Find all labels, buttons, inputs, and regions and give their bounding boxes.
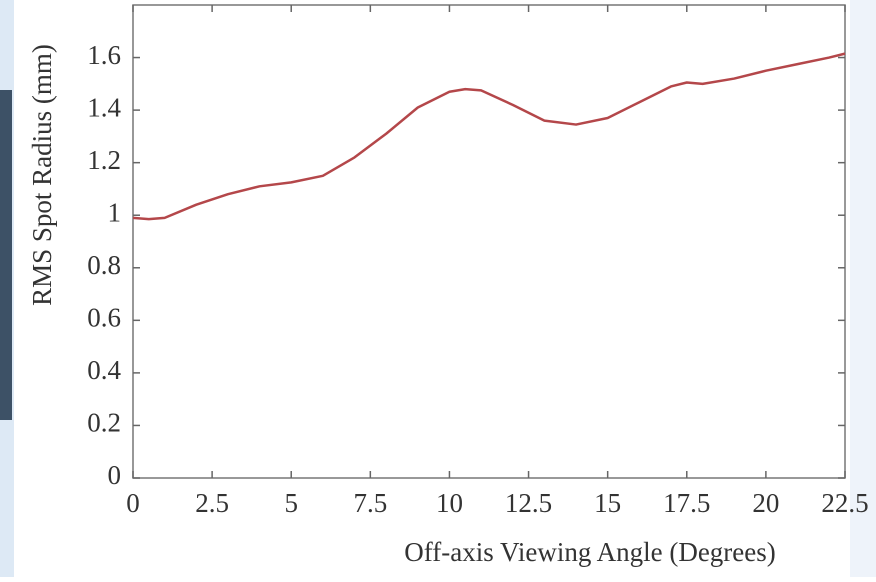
background-image <box>0 90 12 420</box>
y-tick-label: 1.2 <box>87 145 121 175</box>
background-strip <box>850 0 876 577</box>
x-tick-label: 0 <box>126 488 140 518</box>
data-line <box>132 52 846 221</box>
y-axis-label: RMS Spot Radius (mm) <box>27 44 57 306</box>
x-tick-label: 20 <box>752 488 779 518</box>
y-tick-label: 1.4 <box>87 92 121 122</box>
x-tick-label: 22.5 <box>821 488 868 518</box>
x-axis-label: Off-axis Viewing Angle (Degrees) <box>404 537 776 567</box>
y-tick-label: 0.6 <box>87 303 121 333</box>
x-tick-label: 15 <box>594 488 621 518</box>
x-tick-label: 2.5 <box>195 488 229 518</box>
y-tick-label: 1.6 <box>87 40 121 70</box>
x-tick-label: 17.5 <box>663 488 710 518</box>
y-tick-label: 0.2 <box>87 408 121 438</box>
x-tick-label: 10 <box>436 488 463 518</box>
x-tick-label: 7.5 <box>353 488 387 518</box>
x-tick-label: 5 <box>284 488 298 518</box>
y-tick-label: 0.8 <box>87 250 121 280</box>
plot-frame <box>132 4 846 479</box>
y-tick-label: 1 <box>108 197 122 227</box>
y-tick-label: 0.4 <box>87 355 121 385</box>
y-tick-label: 0 <box>108 460 122 490</box>
x-tick-label: 12.5 <box>505 488 552 518</box>
